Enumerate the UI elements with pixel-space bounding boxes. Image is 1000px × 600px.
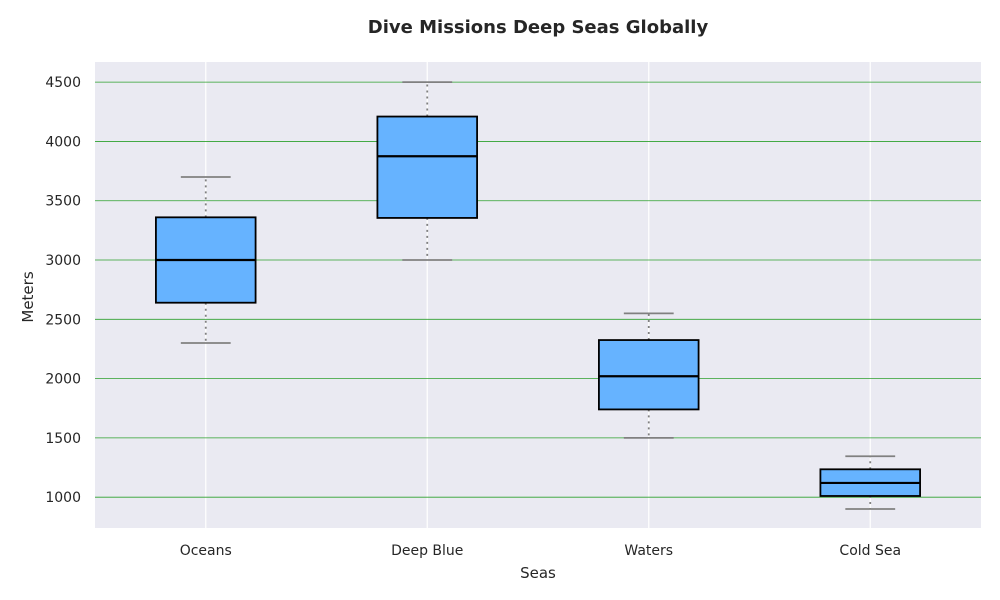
y-tick-label-4500: 4500 (45, 75, 81, 91)
box-oceans (155, 176, 257, 344)
y-tick-label-1500: 1500 (45, 431, 81, 447)
y-axis-label: Meters (19, 271, 37, 322)
y-tick-label-4000: 4000 (45, 134, 81, 150)
y-tick-label-2000: 2000 (45, 372, 81, 388)
x-tick-label-oceans: Oceans (180, 543, 232, 559)
boxes (155, 81, 921, 510)
box-deep-blue (376, 81, 478, 261)
x-axis-label: Seas (520, 564, 556, 582)
y-tick-label-2500: 2500 (45, 312, 81, 328)
chart-title: Dive Missions Deep Seas Globally (368, 17, 709, 38)
y-axis-ticks: 1000 1500 2000 2500 3000 3500 4000 4500 (45, 75, 81, 506)
x-tick-label-cold-sea: Cold Sea (839, 543, 901, 559)
x-tick-label-waters: Waters (624, 543, 673, 559)
y-tick-label-3000: 3000 (45, 253, 81, 269)
y-tick-label-1000: 1000 (45, 490, 81, 506)
box-waters (598, 312, 700, 439)
x-axis-ticks: Oceans Deep Blue Waters Cold Sea (180, 543, 901, 559)
x-tick-label-deep-blue: Deep Blue (391, 543, 463, 559)
iqr-box-deep-blue (376, 115, 478, 219)
y-tick-label-3500: 3500 (45, 194, 81, 210)
iqr-box-waters (598, 339, 700, 411)
box-cold-sea (819, 455, 921, 510)
